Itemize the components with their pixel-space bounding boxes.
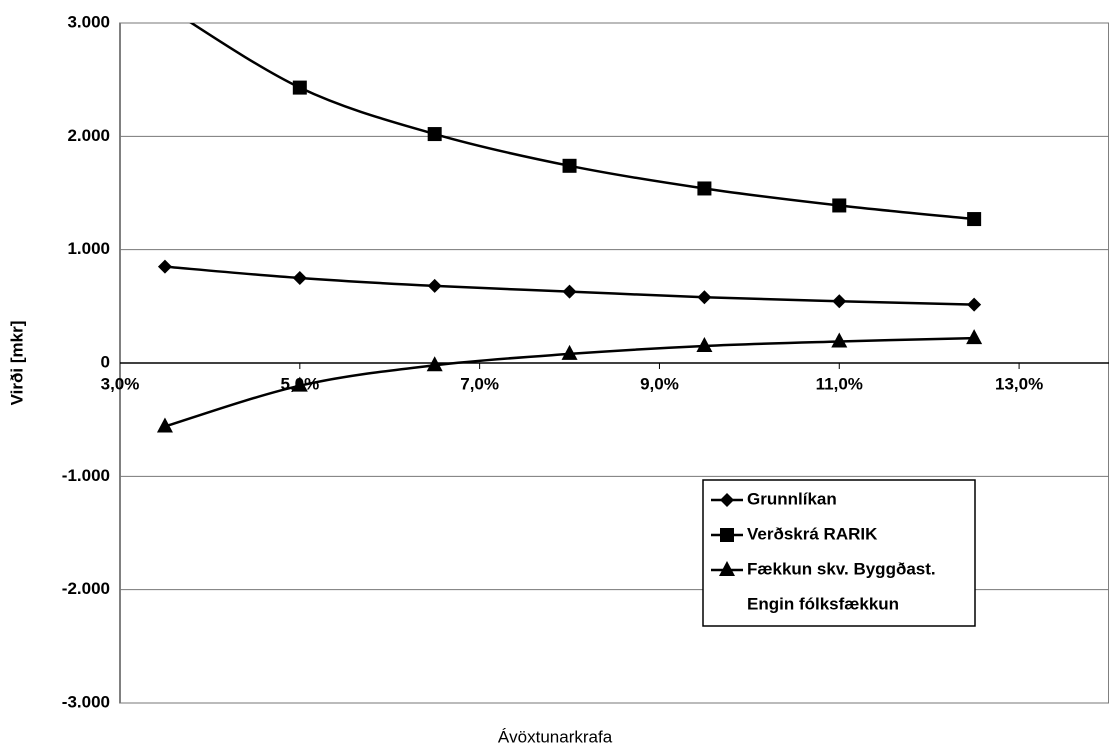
y-axis-label: Virði [mkr]	[7, 321, 26, 406]
marker	[697, 181, 712, 196]
marker	[292, 80, 307, 95]
legend-label: Grunnlíkan	[747, 489, 837, 508]
marker	[697, 290, 712, 305]
y-tick-label: 2.000	[67, 126, 110, 145]
y-tick-label: 3.000	[67, 12, 110, 31]
marker	[832, 198, 847, 213]
marker	[157, 259, 172, 274]
y-tick-label: -2.000	[62, 579, 110, 598]
legend-label: Fækkun skv. Byggðast.	[747, 559, 936, 578]
marker	[562, 284, 577, 299]
y-tick-label: 1.000	[67, 239, 110, 258]
x-tick-label: 7,0%	[460, 374, 499, 393]
marker	[292, 271, 307, 285]
y-tick-label: -1.000	[62, 466, 110, 485]
marker	[719, 561, 735, 576]
marker	[158, 0, 172, 13]
marker	[967, 212, 982, 227]
x-tick-label: 9,0%	[640, 374, 679, 393]
marker	[562, 158, 577, 173]
x-tick-label: 11,0%	[816, 374, 863, 393]
marker	[561, 344, 578, 360]
marker	[156, 417, 173, 433]
series-layer	[156, 0, 983, 433]
marker	[720, 528, 734, 542]
legend-box	[702, 479, 976, 627]
marker	[427, 127, 442, 142]
marker	[967, 297, 982, 312]
x-axis-label: Ávöxtunarkrafa	[498, 727, 613, 746]
y-tick-label: -3.000	[62, 692, 110, 711]
marker	[832, 294, 847, 309]
x-tick-label: 13,0%	[995, 374, 1043, 393]
marker	[966, 329, 983, 345]
marker	[291, 376, 308, 392]
x-tick-label: 3,0%	[101, 374, 140, 393]
marker	[696, 337, 713, 352]
marker	[426, 356, 443, 372]
marker	[427, 278, 442, 293]
series-line	[189, 23, 975, 221]
legend-label: Engin fólksfækkun	[747, 594, 899, 613]
marker	[831, 332, 848, 348]
legend-label: Verðskrá RARIK	[747, 524, 878, 543]
y-tick-label: 0	[101, 352, 110, 371]
marker	[720, 493, 734, 507]
